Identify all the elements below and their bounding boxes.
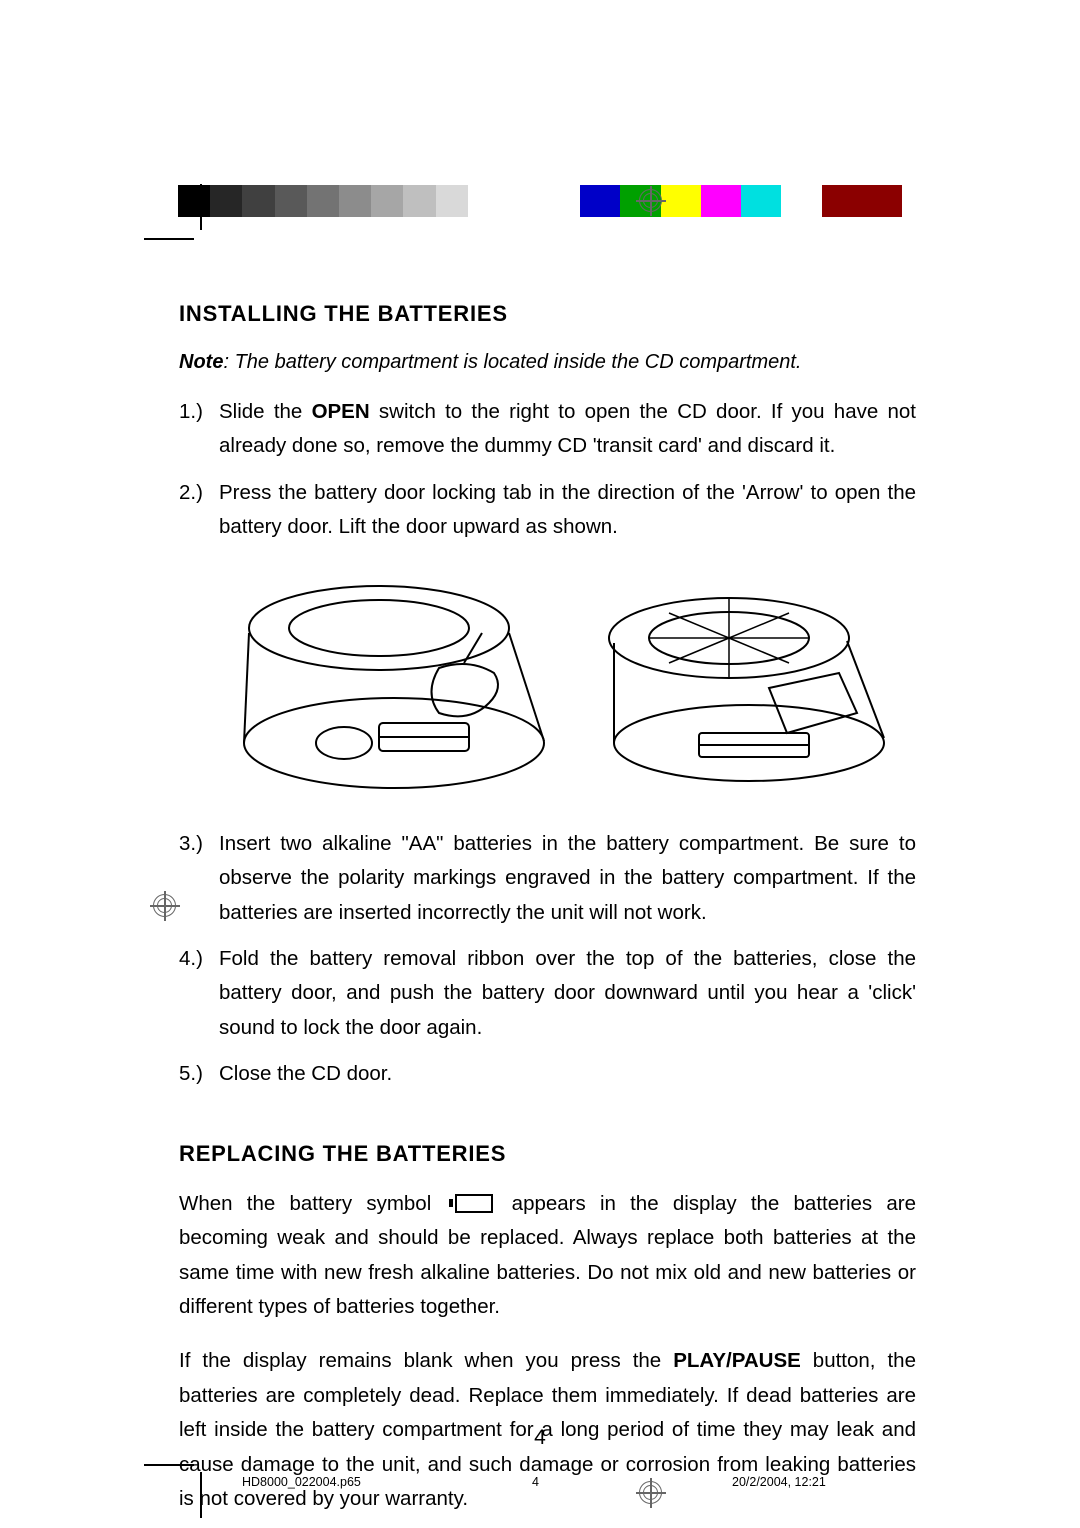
diagram-open-door: [229, 573, 559, 803]
step-item: 1.) Slide the OPEN switch to the right t…: [179, 395, 916, 464]
step-text: Insert two alkaline "AA" batteries in th…: [219, 827, 916, 930]
colorbar-swatch: [436, 185, 468, 217]
step-item: 4.) Fold the battery removal ribbon over…: [179, 942, 916, 1045]
colorbar-swatch: [701, 185, 741, 217]
colorbar-swatch: [242, 185, 274, 217]
step-list-2: 3.) Insert two alkaline "AA" batteries i…: [179, 827, 916, 1092]
section-replacing: REPLACING THE BATTERIES When the battery…: [179, 1136, 916, 1517]
colorbar-swatch: [339, 185, 371, 217]
diagram-battery-compartment: [589, 583, 899, 793]
battery-icon: [449, 1193, 493, 1213]
step-number: 3.): [179, 827, 219, 930]
step-item: 2.) Press the battery door locking tab i…: [179, 476, 916, 545]
colorbar-swatch: [210, 185, 242, 217]
page: INSTALLING THE BATTERIES Note: The batte…: [0, 0, 1080, 1528]
prepress-footer: HD8000_022004.p65 4 20/2/2004, 12:21: [242, 1475, 940, 1489]
paragraph: When the battery symbol appears in the d…: [179, 1187, 916, 1325]
step-text: Slide the OPEN switch to the right to op…: [219, 395, 916, 464]
registration-mark-icon: [636, 186, 666, 216]
heading-installing: INSTALLING THE BATTERIES: [179, 296, 916, 333]
footer-filename: HD8000_022004.p65: [242, 1475, 532, 1489]
colorbar-swatch: [822, 185, 862, 217]
colorbar-swatch: [862, 185, 902, 217]
illustration: [219, 573, 916, 803]
note-line: Note: The battery compartment is located…: [179, 347, 916, 377]
colorbar-swatch: [371, 185, 403, 217]
step-item: 5.) Close the CD door.: [179, 1057, 916, 1091]
step-text: Fold the battery removal ribbon over the…: [219, 942, 916, 1045]
step-item: 3.) Insert two alkaline "AA" batteries i…: [179, 827, 916, 930]
step-number: 2.): [179, 476, 219, 545]
heading-replacing: REPLACING THE BATTERIES: [179, 1136, 916, 1173]
colorbar-swatch: [580, 185, 620, 217]
colorbar-swatch: [307, 185, 339, 217]
colorbar-swatch: [275, 185, 307, 217]
step-text: Close the CD door.: [219, 1057, 916, 1091]
note-label: Note: [179, 351, 223, 373]
step-number: 5.): [179, 1057, 219, 1091]
footer-date: 20/2/2004, 12:21: [732, 1475, 940, 1489]
note-text: : The battery compartment is located ins…: [223, 351, 801, 373]
colorbar-swatch: [468, 185, 500, 217]
step-number: 1.): [179, 395, 219, 464]
page-number: 4: [0, 1426, 1080, 1450]
step-number: 4.): [179, 942, 219, 1045]
colorbar-swatch: [741, 185, 781, 217]
step-text: Press the battery door locking tab in th…: [219, 476, 916, 545]
printer-colorbar: [178, 185, 902, 217]
colorbar-swatch: [661, 185, 701, 217]
registration-mark-icon: [150, 891, 180, 921]
colorbar-swatch: [781, 185, 821, 217]
colorbar-swatch: [178, 185, 210, 217]
document-body: INSTALLING THE BATTERIES Note: The batte…: [179, 296, 916, 1528]
footer-page: 4: [532, 1475, 732, 1489]
crop-tick: [144, 238, 194, 240]
colorbar-swatch: [403, 185, 435, 217]
step-list-1: 1.) Slide the OPEN switch to the right t…: [179, 395, 916, 545]
